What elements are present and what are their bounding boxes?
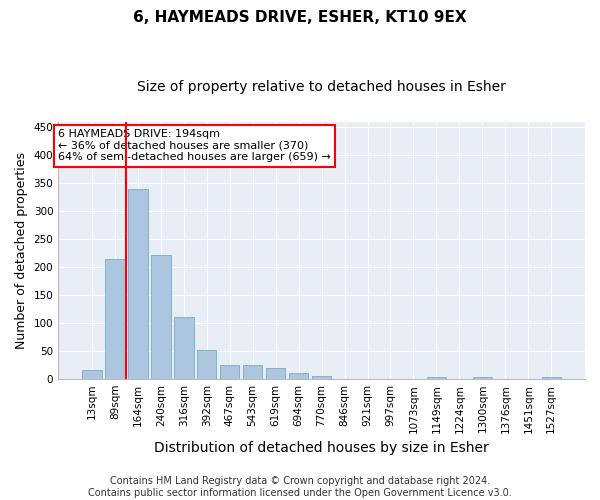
Bar: [128, 188, 148, 379]
Y-axis label: Number of detached properties: Number of detached properties: [15, 152, 28, 349]
Text: 6, HAYMEADS DRIVE, ESHER, KT10 9EX: 6, HAYMEADS DRIVE, ESHER, KT10 9EX: [133, 10, 467, 25]
Bar: [82, 370, 101, 379]
X-axis label: Distribution of detached houses by size in Esher: Distribution of detached houses by size …: [154, 441, 489, 455]
Text: 6 HAYMEADS DRIVE: 194sqm
← 36% of detached houses are smaller (370)
64% of semi-: 6 HAYMEADS DRIVE: 194sqm ← 36% of detach…: [58, 130, 331, 162]
Bar: [312, 376, 331, 379]
Bar: [151, 255, 170, 379]
Bar: [266, 368, 286, 379]
Title: Size of property relative to detached houses in Esher: Size of property relative to detached ho…: [137, 80, 506, 94]
Bar: [197, 350, 217, 379]
Bar: [542, 377, 561, 379]
Bar: [174, 317, 194, 379]
Bar: [427, 377, 446, 379]
Bar: [243, 365, 262, 379]
Bar: [289, 374, 308, 379]
Text: Contains HM Land Registry data © Crown copyright and database right 2024.
Contai: Contains HM Land Registry data © Crown c…: [88, 476, 512, 498]
Bar: [473, 377, 492, 379]
Bar: [220, 365, 239, 379]
Bar: [105, 258, 125, 379]
